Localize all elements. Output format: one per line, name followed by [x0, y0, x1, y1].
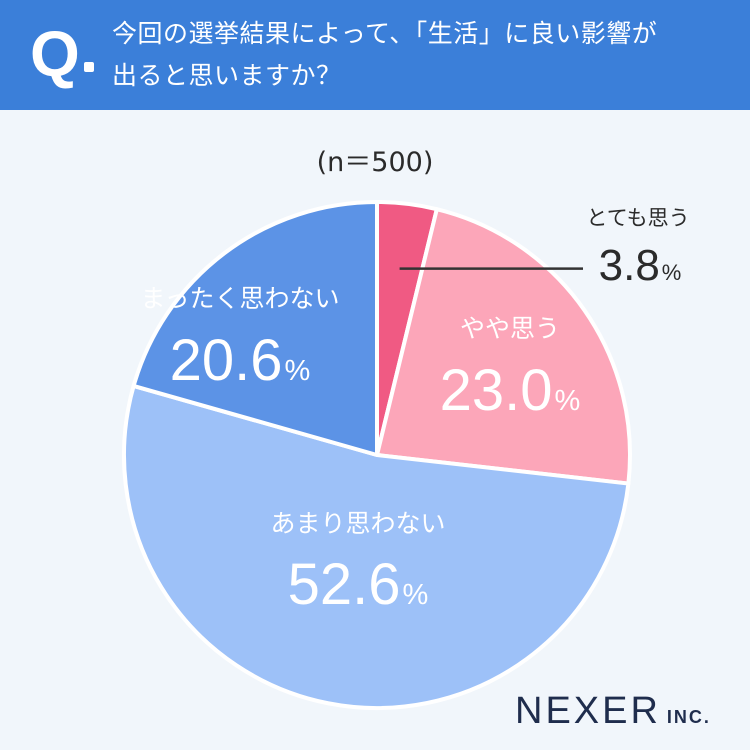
slice-category-label: やや思う [460, 314, 560, 343]
slice-category-label: あまり思わない [270, 509, 445, 538]
slice-value-label: 20.6% [170, 328, 311, 393]
slice-value-label: 52.6% [288, 552, 429, 617]
question-mark-letter: Q [30, 18, 80, 90]
pie-slice [131, 200, 379, 457]
pie-slice [122, 383, 631, 711]
question-header: Q 今回の選挙結果によって、「生活」に良い影響が 出ると思いますか？ [0, 0, 750, 110]
question-mark-dot [84, 62, 94, 72]
brand-logo: NEXER INC. [515, 690, 711, 733]
pie-labels: とても思う 3.8% やや思う 23.0% あまり思わない 52.6% まったく思わない 20… [140, 206, 689, 617]
brand-name: NEXER [515, 690, 661, 732]
pie-slices [122, 200, 632, 711]
brand-suffix: INC. [666, 707, 711, 727]
slice-value-label: 23.0% [440, 358, 581, 423]
sample-size-label: (n＝500) [316, 147, 434, 178]
slice-category-label: まったく思わない [140, 284, 339, 313]
slice-category-label: とても思う [586, 206, 689, 230]
question-text-line-1: 今回の選挙結果によって、「生活」に良い影響が [112, 19, 658, 48]
slice-value-label: 3.8% [599, 241, 682, 290]
pie-slice [375, 207, 632, 486]
question-text-line-2: 出ると思いますか？ [112, 61, 342, 90]
